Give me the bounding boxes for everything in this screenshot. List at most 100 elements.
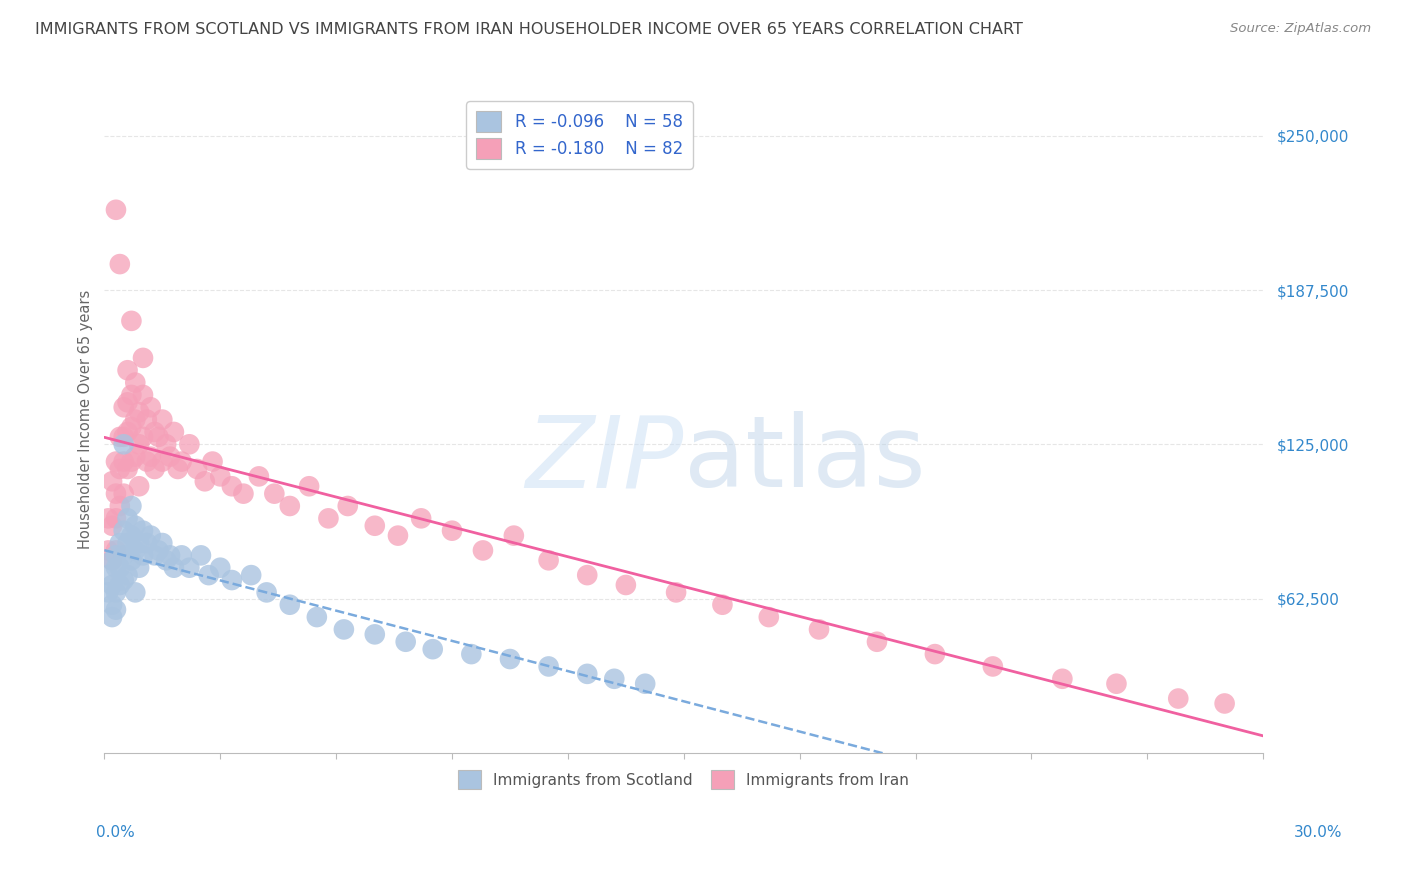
Point — [112, 454, 135, 468]
Point — [190, 549, 212, 563]
Point — [112, 437, 135, 451]
Point — [711, 598, 734, 612]
Point — [101, 598, 124, 612]
Point — [364, 627, 387, 641]
Point — [108, 578, 131, 592]
Point — [120, 420, 142, 434]
Point — [117, 462, 139, 476]
Point — [135, 454, 157, 468]
Text: 0.0%: 0.0% — [96, 825, 135, 840]
Point — [117, 568, 139, 582]
Point — [104, 202, 127, 217]
Point — [97, 543, 120, 558]
Point — [132, 430, 155, 444]
Point — [163, 560, 186, 574]
Point — [124, 543, 146, 558]
Point — [139, 450, 162, 464]
Point — [155, 437, 177, 451]
Point — [117, 511, 139, 525]
Point — [159, 450, 181, 464]
Point — [758, 610, 780, 624]
Point — [263, 486, 285, 500]
Point — [634, 677, 657, 691]
Point — [808, 623, 831, 637]
Point — [104, 560, 127, 574]
Point — [155, 553, 177, 567]
Point — [101, 475, 124, 489]
Point — [221, 573, 243, 587]
Point — [471, 543, 494, 558]
Point — [1213, 697, 1236, 711]
Point — [128, 560, 150, 574]
Point — [120, 388, 142, 402]
Point — [278, 598, 301, 612]
Point — [117, 363, 139, 377]
Point — [576, 568, 599, 582]
Point — [101, 553, 124, 567]
Point — [128, 479, 150, 493]
Point — [139, 401, 162, 415]
Point — [221, 479, 243, 493]
Point — [104, 543, 127, 558]
Point — [143, 425, 166, 439]
Text: atlas: atlas — [683, 411, 925, 508]
Point — [240, 568, 263, 582]
Point — [150, 536, 173, 550]
Point — [179, 560, 201, 574]
Point — [148, 543, 170, 558]
Point — [143, 549, 166, 563]
Point — [124, 585, 146, 599]
Point — [298, 479, 321, 493]
Point — [197, 568, 219, 582]
Point — [128, 536, 150, 550]
Point — [336, 499, 359, 513]
Point — [441, 524, 464, 538]
Point — [499, 652, 522, 666]
Point — [364, 518, 387, 533]
Point — [209, 469, 232, 483]
Point — [132, 351, 155, 365]
Point — [576, 666, 599, 681]
Point — [97, 511, 120, 525]
Point — [132, 388, 155, 402]
Point — [97, 585, 120, 599]
Point — [120, 314, 142, 328]
Point — [101, 578, 124, 592]
Point — [1167, 691, 1189, 706]
Point — [1052, 672, 1074, 686]
Point — [101, 518, 124, 533]
Point — [866, 634, 889, 648]
Point — [247, 469, 270, 483]
Point — [537, 659, 560, 673]
Legend: Immigrants from Scotland, Immigrants from Iran: Immigrants from Scotland, Immigrants fro… — [453, 764, 915, 795]
Point — [163, 425, 186, 439]
Point — [411, 511, 433, 525]
Point — [333, 623, 356, 637]
Point — [104, 549, 127, 563]
Point — [101, 553, 124, 567]
Point — [395, 634, 418, 648]
Point — [502, 528, 524, 542]
Point — [924, 647, 946, 661]
Point — [537, 553, 560, 567]
Point — [166, 462, 188, 476]
Point — [124, 450, 146, 464]
Text: ZIP: ZIP — [526, 411, 683, 508]
Point — [318, 511, 340, 525]
Point — [117, 395, 139, 409]
Point — [194, 475, 217, 489]
Point — [112, 549, 135, 563]
Point — [112, 430, 135, 444]
Point — [305, 610, 328, 624]
Point — [120, 553, 142, 567]
Point — [143, 462, 166, 476]
Point — [101, 610, 124, 624]
Point — [120, 454, 142, 468]
Point — [108, 499, 131, 513]
Point — [422, 642, 444, 657]
Point — [104, 602, 127, 616]
Point — [104, 486, 127, 500]
Point — [159, 549, 181, 563]
Point — [97, 568, 120, 582]
Point — [108, 560, 131, 574]
